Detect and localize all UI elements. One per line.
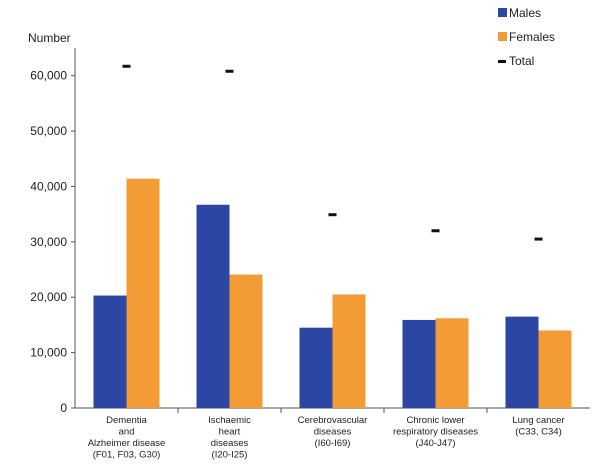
category-label: Ischaemic heart diseases (I20-I25)	[208, 415, 251, 461]
legend: Males Females Total	[498, 6, 555, 68]
bar-females	[435, 318, 469, 408]
total-marker	[431, 229, 440, 233]
bar-males	[402, 319, 436, 408]
y-tick-label: 50,000	[30, 124, 67, 138]
bar-females	[538, 330, 572, 408]
y-tick-label: 60,000	[30, 69, 67, 83]
bar-females	[332, 294, 366, 408]
legend-swatch	[498, 32, 507, 41]
y-tick-label: 20,000	[30, 290, 67, 304]
legend-swatch	[498, 8, 507, 17]
bars	[93, 64, 572, 408]
bar-females	[229, 274, 263, 408]
y-axis: 0 10,000 20,000 30,000 40,000 50,000 60,000	[30, 48, 590, 415]
total-marker	[534, 237, 543, 241]
total-marker	[122, 64, 131, 68]
bar-males	[299, 327, 333, 408]
legend-label: Males	[509, 6, 541, 20]
bar-males	[505, 316, 539, 408]
y-tick-label: 30,000	[30, 235, 67, 249]
y-tick-label: 40,000	[30, 179, 67, 193]
category-label: Chronic lower respiratory diseases (J40-J4…	[393, 415, 478, 449]
legend-label: Total	[509, 54, 534, 68]
total-marker	[225, 69, 234, 73]
category-label: Dementia and Alzheimer disease (F01, F03, G…	[88, 415, 166, 461]
category-label: Cerebrovascular diseases (I60-I69)	[298, 415, 368, 449]
category-label: Lung cancer (C33, C34)	[512, 415, 564, 438]
legend-swatch	[498, 60, 506, 63]
category-labels: Dementia and Alzheimer disease (F01, F03, G…	[88, 408, 565, 461]
y-axis-label: Number	[28, 31, 71, 45]
bar-males	[196, 204, 230, 408]
total-marker	[328, 213, 337, 217]
bar-males	[93, 295, 127, 408]
y-tick-label: 10,000	[30, 346, 67, 360]
y-tick-label: 0	[60, 401, 67, 415]
legend-label: Females	[509, 30, 555, 44]
bar-females	[126, 178, 160, 408]
